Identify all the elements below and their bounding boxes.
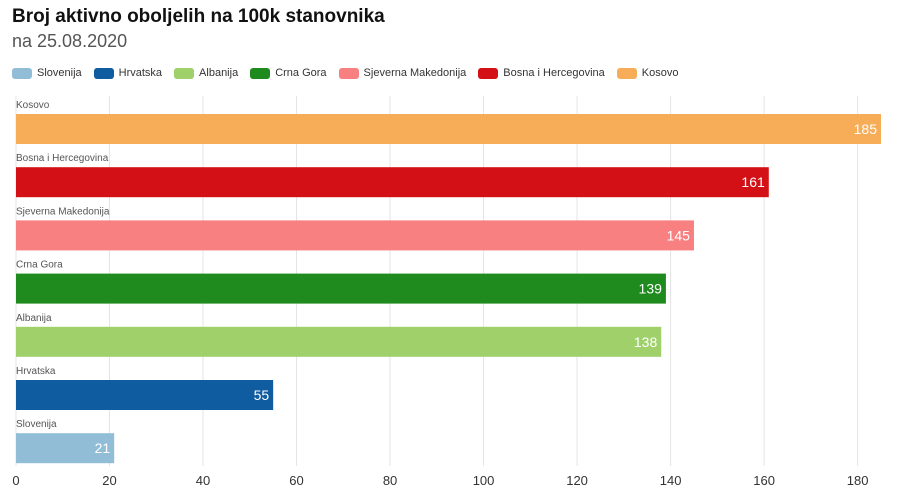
legend-item: Albanija	[174, 67, 238, 79]
x-tick-label: 180	[847, 473, 869, 488]
category-label: Kosovo	[16, 100, 50, 111]
legend: Slovenija Hrvatska Albanija Crna Gora Sjever…	[12, 64, 691, 82]
category-label: Albanija	[16, 313, 52, 324]
x-tick-label: 0	[12, 473, 19, 488]
data-label: 145	[667, 227, 691, 243]
category-label: Slovenija	[16, 419, 57, 430]
data-label: 138	[634, 334, 658, 350]
legend-item: Kosovo	[616, 67, 679, 79]
legend-item: Sjeverna Makedonija	[338, 67, 467, 79]
chart-title: Broj aktivno oboljelih na 100k stanovnik…	[12, 6, 385, 27]
legend-swatch	[338, 67, 359, 79]
legend-swatch	[616, 67, 637, 79]
bar	[16, 114, 881, 144]
legend-swatch	[174, 67, 195, 79]
bar	[16, 167, 769, 198]
legend-label: Bosna i Hercegovina	[503, 67, 605, 79]
data-label: 55	[254, 387, 270, 403]
legend-label: Slovenija	[37, 67, 82, 79]
x-tick-label: 60	[289, 473, 303, 488]
bar	[16, 380, 274, 410]
x-tick-label: 120	[566, 473, 588, 488]
bar	[16, 326, 662, 357]
legend-swatch	[478, 67, 499, 79]
bar	[16, 433, 115, 464]
legend-label: Crna Gora	[275, 67, 327, 79]
x-tick-label: 20	[102, 473, 116, 488]
data-label: 161	[741, 174, 765, 190]
category-label: Crna Gora	[16, 260, 63, 271]
bar	[16, 220, 694, 251]
legend-item: Hrvatska	[93, 67, 163, 79]
legend-swatch	[93, 67, 114, 79]
legend-label: Sjeverna Makedonija	[363, 67, 467, 79]
data-label: 21	[95, 440, 111, 456]
x-tick-label: 40	[196, 473, 210, 488]
category-label: Bosna i Hercegovina	[16, 153, 109, 164]
legend-label: Albanija	[199, 67, 239, 79]
legend-label: Hrvatska	[118, 67, 163, 79]
legend-label: Kosovo	[641, 67, 679, 79]
x-tick-label: 80	[383, 473, 397, 488]
legend-item: Slovenija	[12, 67, 82, 79]
x-tick-label: 140	[660, 473, 682, 488]
legend-swatch	[250, 67, 271, 79]
legend-swatch	[12, 67, 32, 79]
legend-item: Bosna i Hercegovina	[478, 67, 605, 79]
data-label: 139	[639, 281, 663, 297]
data-label: 185	[854, 121, 878, 137]
bar	[16, 273, 666, 304]
category-label: Sjeverna Makedonija	[16, 206, 110, 217]
legend-item: Crna Gora	[250, 67, 327, 79]
x-tick-label: 160	[753, 473, 775, 488]
x-tick-label: 100	[473, 473, 495, 488]
chart-subtitle: na 25.08.2020	[12, 31, 128, 51]
category-label: Hrvatska	[16, 366, 56, 377]
